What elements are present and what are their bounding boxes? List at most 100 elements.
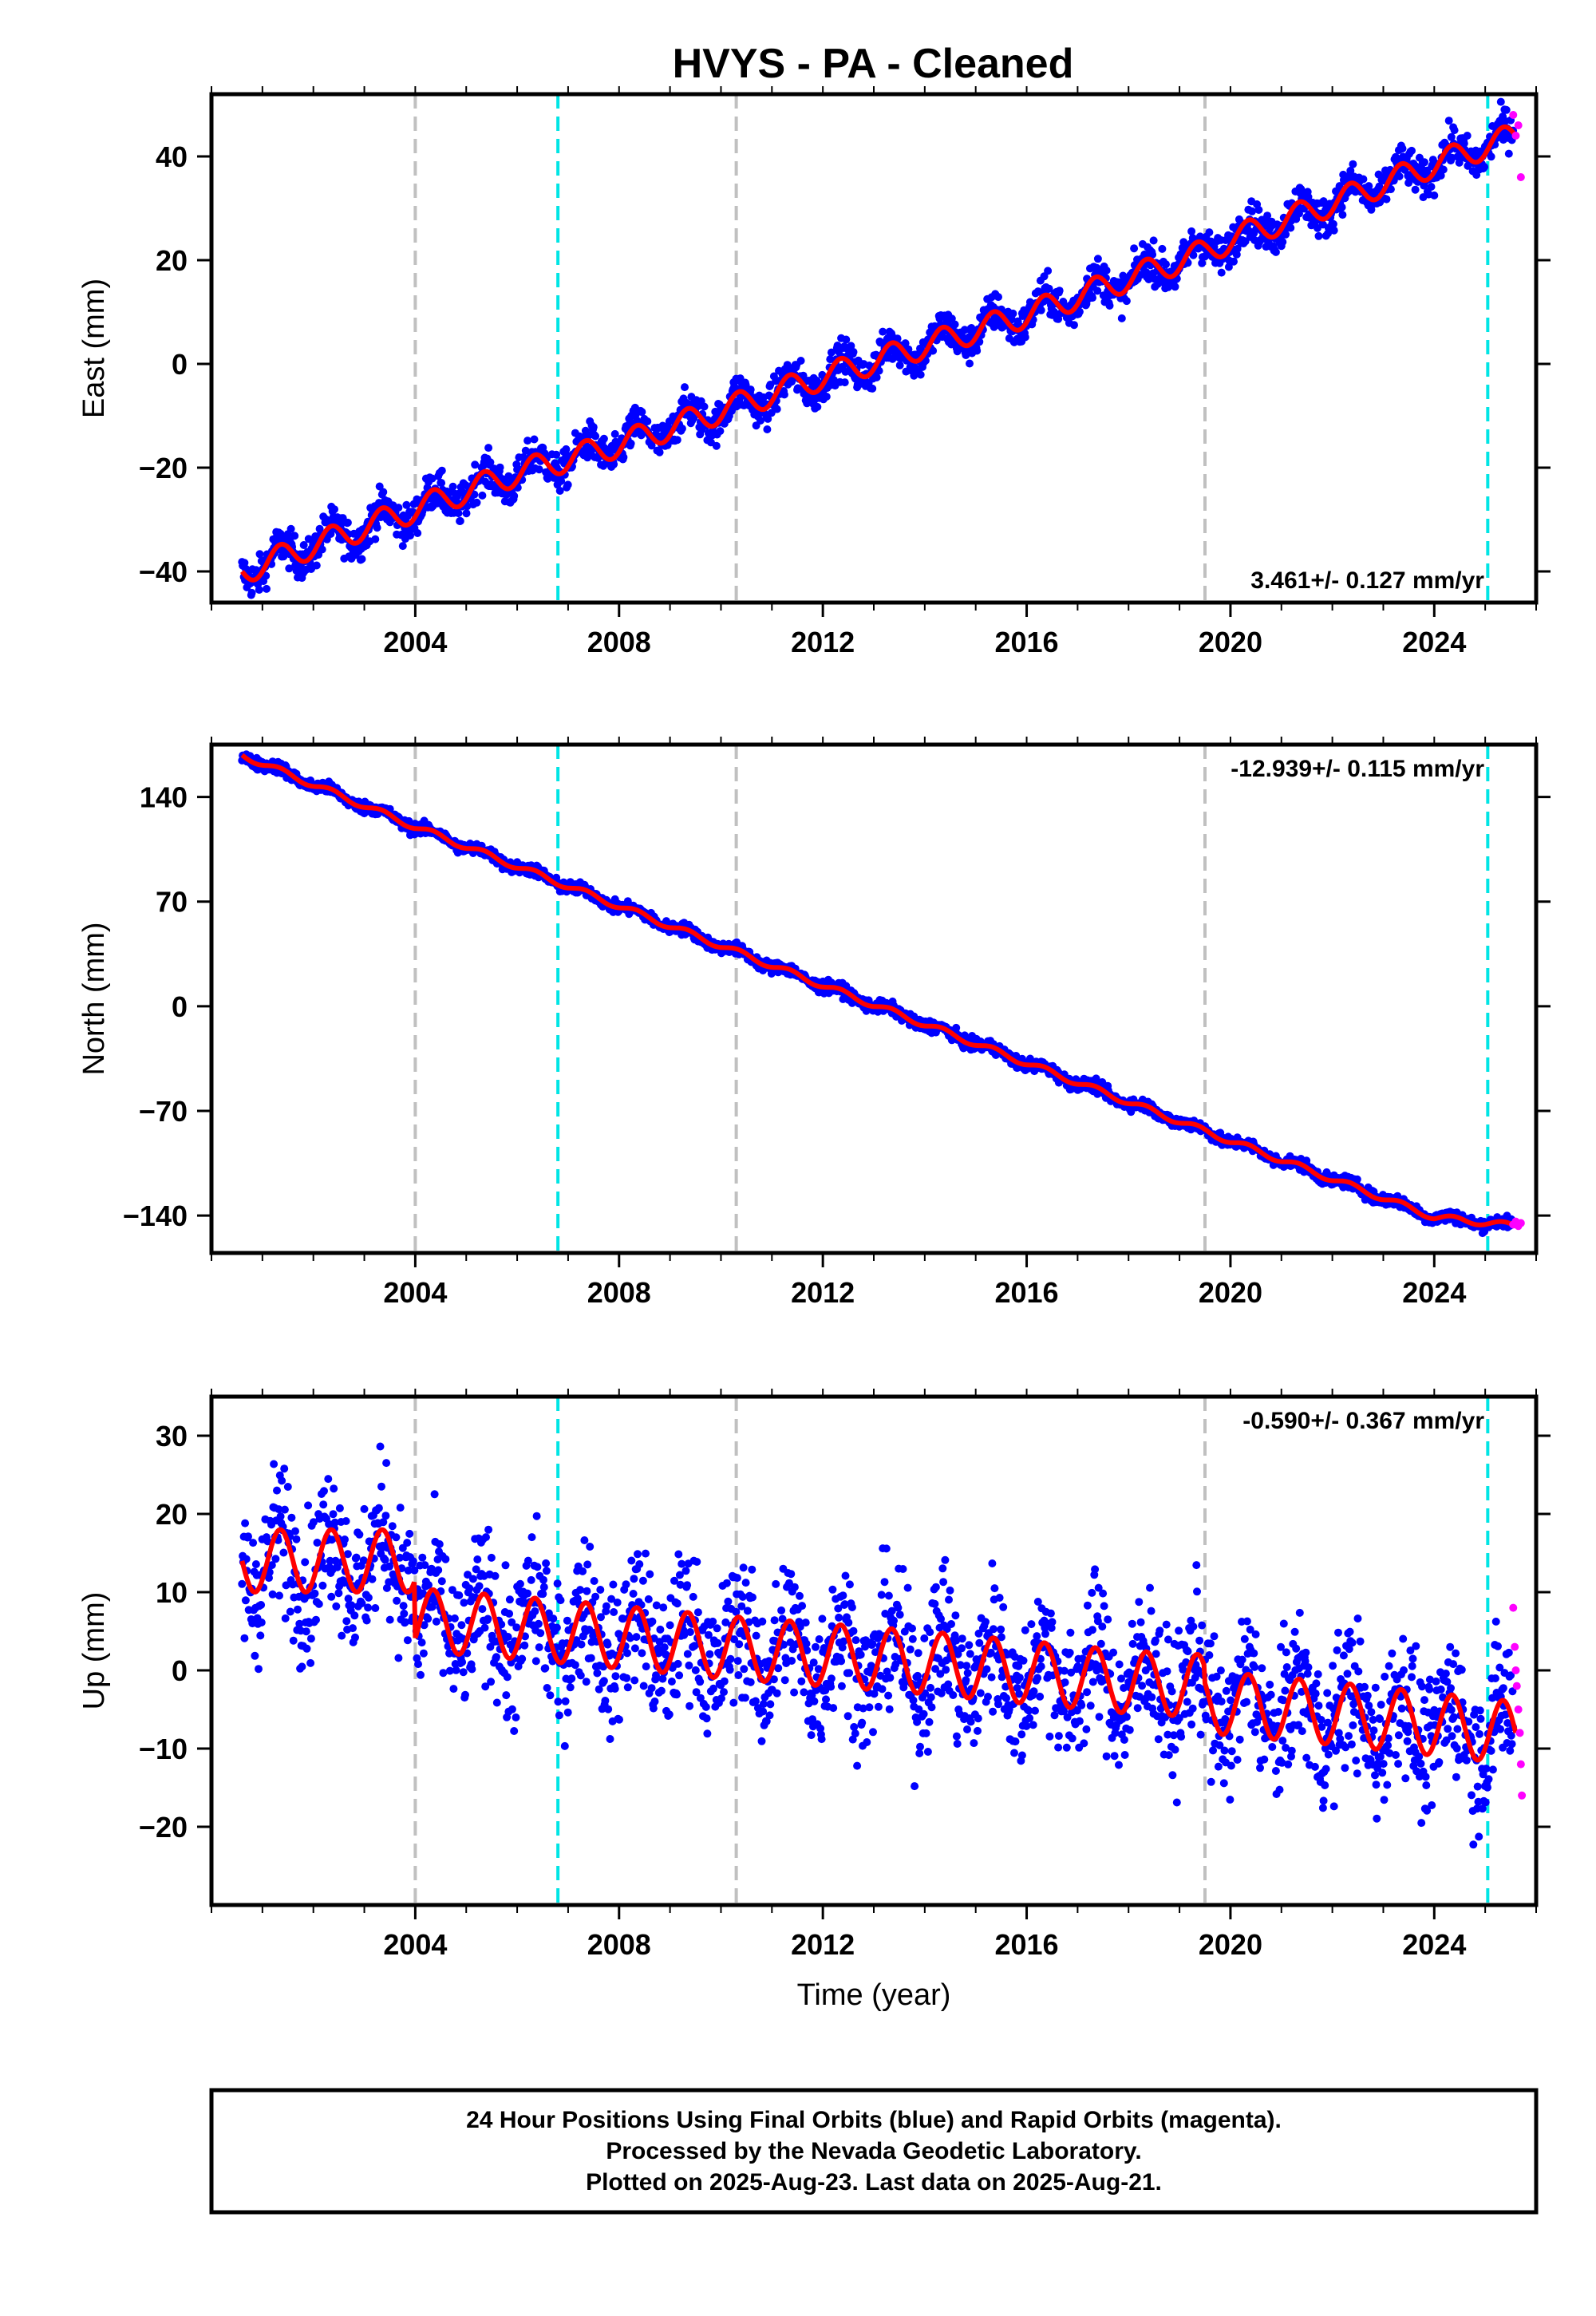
data-point	[780, 390, 788, 399]
data-point	[597, 1613, 605, 1622]
data-point	[531, 1657, 540, 1666]
data-point	[1093, 287, 1102, 295]
data-point	[1463, 132, 1472, 140]
data-point	[351, 1633, 359, 1642]
data-point	[542, 1559, 551, 1567]
data-point	[1263, 211, 1272, 220]
data-point	[826, 355, 835, 364]
data-point	[304, 1501, 313, 1510]
data-point	[249, 1539, 258, 1547]
x-tick-label: 2016	[994, 626, 1058, 658]
data-point	[527, 1533, 536, 1542]
plot-area	[238, 1397, 1527, 1905]
data-point	[418, 1553, 427, 1562]
x-tick-label: 2008	[587, 1276, 651, 1309]
data-point	[413, 529, 422, 537]
data-point	[428, 474, 437, 483]
data-point	[619, 453, 628, 461]
plot-area	[238, 94, 1525, 603]
data-point	[286, 1607, 294, 1616]
y-tick-label: 140	[140, 781, 188, 814]
data-point	[840, 378, 849, 387]
data-point	[334, 1589, 343, 1598]
data-point	[480, 1623, 489, 1632]
data-point	[1314, 231, 1323, 240]
data-point	[340, 1579, 349, 1587]
y-tick-label: 70	[156, 886, 188, 919]
data-point	[349, 1624, 357, 1633]
data-point	[1102, 266, 1111, 275]
data-point	[410, 1566, 419, 1575]
data-point	[508, 1618, 516, 1626]
rapid-point	[1514, 121, 1523, 129]
data-point	[299, 541, 308, 549]
data-point	[523, 437, 532, 445]
data-point	[241, 1519, 250, 1528]
data-point	[521, 446, 530, 455]
data-point	[482, 1533, 490, 1542]
data-point	[280, 1464, 289, 1473]
data-point	[502, 1691, 511, 1700]
data-point	[325, 1520, 334, 1528]
data-point	[394, 504, 403, 512]
data-point	[1398, 144, 1407, 153]
data-point	[268, 1590, 277, 1599]
data-point	[606, 1735, 614, 1743]
data-point	[458, 1658, 467, 1666]
data-point	[448, 482, 457, 491]
data-point	[491, 1571, 500, 1580]
data-point	[344, 1595, 353, 1603]
data-point	[421, 1561, 429, 1570]
data-point	[516, 1579, 524, 1588]
data-point	[512, 1713, 520, 1721]
data-point	[539, 1583, 548, 1591]
data-point	[1149, 236, 1158, 245]
x-tick-label: 2004	[383, 626, 447, 658]
data-point	[1195, 232, 1204, 241]
data-point	[504, 472, 513, 480]
data-point	[1130, 244, 1139, 253]
data-point	[350, 1611, 359, 1620]
y-tick-label: 20	[156, 244, 188, 277]
x-tick-label: 2012	[791, 626, 855, 658]
data-point	[355, 1530, 364, 1539]
data-point	[1187, 227, 1196, 235]
data-point	[1304, 192, 1313, 201]
data-point	[312, 561, 321, 570]
data-point	[822, 393, 831, 401]
data-point	[536, 1629, 545, 1638]
data-point	[417, 1638, 426, 1647]
data-point	[437, 466, 446, 475]
data-point	[552, 1623, 561, 1632]
y-tick-label: −20	[139, 452, 188, 484]
data-point	[510, 492, 519, 500]
data-point	[468, 1575, 477, 1583]
data-point	[330, 1484, 338, 1493]
data-point	[1224, 263, 1233, 271]
data-point	[379, 488, 388, 496]
data-point	[633, 417, 642, 425]
data-point	[435, 1539, 444, 1548]
data-point	[1205, 228, 1214, 237]
data-point	[462, 509, 471, 518]
data-point	[263, 1537, 272, 1546]
data-point	[400, 1609, 409, 1618]
data-point	[281, 1614, 290, 1622]
data-point	[1198, 259, 1207, 267]
data-point	[973, 346, 982, 355]
data-point	[604, 1705, 613, 1713]
figure-title: HVYS - PA - Cleaned	[673, 41, 1074, 87]
x-tick-label: 2012	[791, 1276, 855, 1309]
data-point	[1329, 226, 1338, 235]
data-point	[615, 1715, 623, 1724]
data-point	[327, 1592, 336, 1601]
data-point	[557, 476, 566, 485]
data-point	[560, 1741, 569, 1750]
data-point	[1496, 97, 1505, 106]
data-point	[342, 1617, 351, 1626]
data-point	[879, 327, 887, 336]
data-point	[388, 1522, 397, 1531]
data-point	[487, 1553, 496, 1562]
data-point	[638, 408, 646, 417]
data-point	[276, 1512, 285, 1520]
